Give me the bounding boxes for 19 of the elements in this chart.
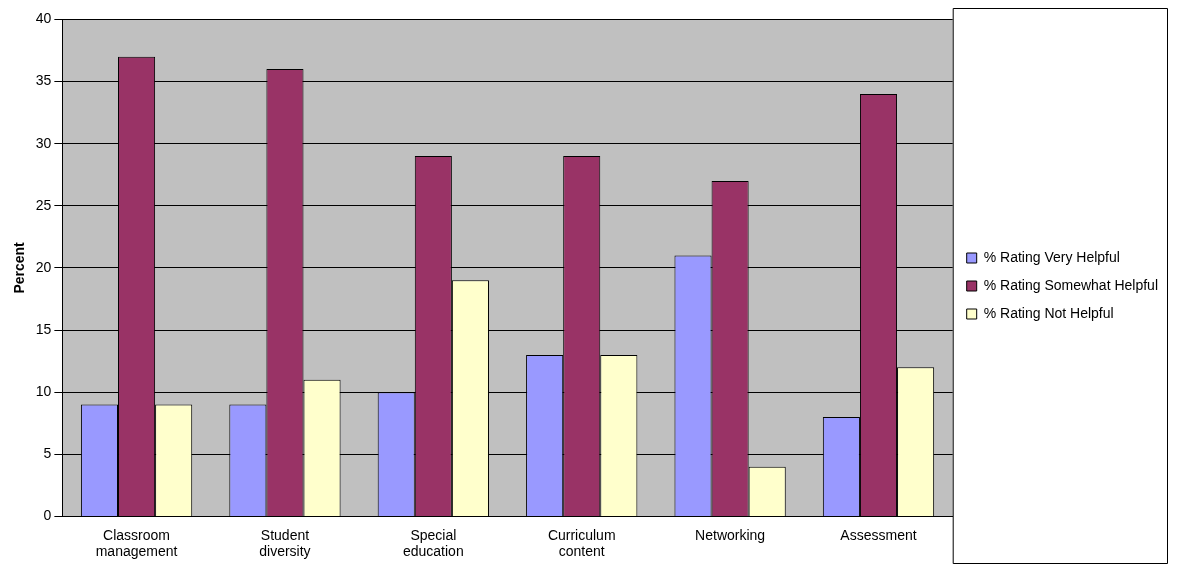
- x-tick-label: Assessment: [840, 526, 917, 543]
- x-tick-label: Curriculum content: [547, 526, 616, 560]
- y-tick-label: 10: [35, 383, 52, 400]
- x-tick-label: Classroom management: [95, 526, 178, 560]
- y-tick-label: 15: [35, 320, 52, 337]
- y-tick-label: 35: [35, 72, 52, 89]
- y-tick-label: 30: [35, 134, 52, 151]
- y-axis-title: Percent: [11, 241, 28, 294]
- y-tick-label: 40: [35, 10, 52, 27]
- legend-label: % Rating Very Helpful: [983, 248, 1120, 265]
- x-tick-label: Special education: [402, 526, 464, 560]
- legend-label: % Rating Somewhat Helpful: [983, 276, 1158, 293]
- x-tick-label: Networking: [695, 526, 766, 543]
- y-tick-label: 25: [35, 196, 52, 213]
- x-tick-label: Student diversity: [259, 526, 311, 560]
- y-tick-label: 5: [43, 445, 52, 462]
- legend-label: % Rating Not Helpful: [983, 304, 1114, 321]
- y-tick-label: 0: [43, 507, 52, 524]
- y-tick-label: 20: [35, 258, 52, 275]
